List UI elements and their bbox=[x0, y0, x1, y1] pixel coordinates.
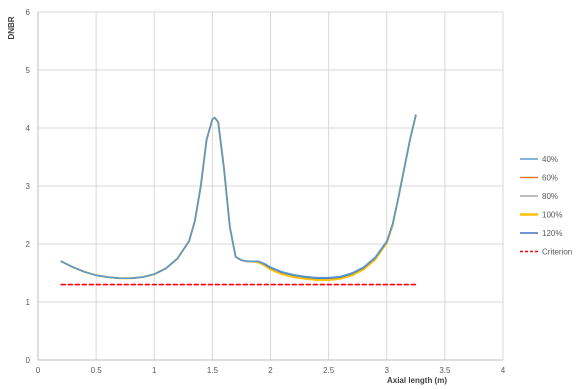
x-tick-label: 2 bbox=[268, 366, 273, 375]
legend-label: 120% bbox=[542, 229, 562, 238]
x-axis-title: Axial length (m) bbox=[387, 376, 447, 385]
x-tick-label: 0 bbox=[36, 366, 41, 375]
legend-label: 80% bbox=[542, 192, 558, 201]
legend: 40% 60% 80% 100% 120% Criterion bbox=[520, 155, 572, 257]
series-line-40pct bbox=[60, 114, 417, 279]
x-tick-label: 3 bbox=[385, 366, 390, 375]
x-tick-label: 0.5 bbox=[91, 366, 103, 375]
legend-label: Criterion bbox=[542, 248, 572, 257]
x-tick-label: 4 bbox=[501, 366, 506, 375]
legend-label: 40% bbox=[542, 155, 558, 164]
legend-label: 60% bbox=[542, 174, 558, 183]
y-tick-label: 3 bbox=[26, 182, 31, 191]
x-tick-label: 1 bbox=[152, 366, 157, 375]
series-lines bbox=[60, 114, 417, 286]
y-tick-label: 2 bbox=[26, 240, 31, 249]
legend-label: 100% bbox=[542, 211, 562, 220]
y-tick-label: 5 bbox=[26, 66, 31, 75]
series-line-100pct bbox=[60, 114, 417, 281]
y-axis-title: DNBR bbox=[7, 16, 16, 39]
series-line-120pct bbox=[60, 114, 417, 279]
tick-labels: 0 0.5 1 1.5 2 2.5 3 3.5 4 0 1 2 3 4 5 6 bbox=[26, 8, 506, 375]
x-tick-label: 2.5 bbox=[323, 366, 335, 375]
y-tick-label: 6 bbox=[26, 8, 31, 17]
series-line-80pct bbox=[60, 114, 417, 281]
x-tick-label: 3.5 bbox=[439, 366, 451, 375]
y-tick-label: 1 bbox=[26, 298, 31, 307]
series-line-60pct bbox=[60, 114, 417, 280]
x-tick-label: 1.5 bbox=[207, 366, 219, 375]
y-tick-label: 4 bbox=[26, 124, 31, 133]
gridlines bbox=[37, 11, 504, 361]
y-tick-label: 0 bbox=[26, 356, 31, 365]
